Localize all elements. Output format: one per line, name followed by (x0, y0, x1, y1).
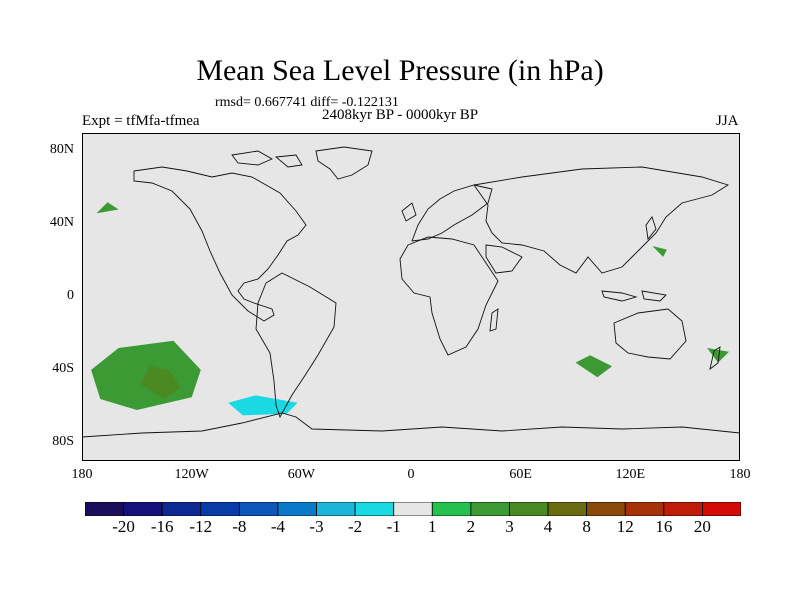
colorbar (85, 502, 741, 516)
brazil-negative (286, 293, 316, 327)
colorbar-label: -20 (112, 517, 135, 536)
rmsd-diff-stats: rmsd= 0.667741 diff= -0.122131 (215, 95, 399, 110)
colorbar-swatch (393, 502, 433, 516)
lon-tick-label: 180 (71, 467, 93, 482)
lat-tick-label: 80N (49, 142, 74, 158)
colorbar-swatch (85, 502, 124, 516)
lon-tick-label: 60W (287, 467, 315, 482)
anomaly-fields (82, 142, 740, 461)
mediterranean-negative (451, 216, 521, 246)
colorbar-label: -8 (232, 517, 247, 536)
colorbar-label: 3 (505, 517, 514, 536)
colorbar-label: 16 (655, 517, 673, 536)
north-pacific-positive (96, 202, 119, 214)
colorbar-swatch (161, 502, 202, 516)
colorbar-label: 8 (582, 517, 591, 536)
map-frame (82, 133, 740, 461)
colorbar-swatch (431, 502, 472, 516)
experiment-label: Expt = tfMfa-tfmea (82, 113, 200, 129)
colorbar-label: -2 (348, 517, 363, 536)
colorbar-swatch (509, 502, 549, 516)
colorbar-label: -12 (189, 517, 213, 536)
southern-africa-negative (443, 315, 485, 348)
colorbar-swatch (277, 502, 317, 516)
south-pacific-core (140, 366, 181, 399)
period-label: 2408kyr BP - 0000kyr BP (322, 107, 479, 123)
colorbar-swatch (238, 502, 279, 516)
colorbar-swatch (354, 502, 395, 516)
colorbar-label: 12 (616, 517, 634, 536)
tasman-positive (707, 348, 729, 363)
lon-tick-label: 120E (615, 467, 646, 482)
colorbar-label: -3 (309, 517, 324, 536)
lon-tick-label: 0 (407, 467, 415, 482)
colorbar-label: 4 (543, 517, 553, 536)
colorbar-swatch (547, 502, 588, 516)
colorbar-label: 20 (693, 517, 711, 536)
colorbar-swatch (200, 502, 240, 516)
colorbar-label: 1 (428, 517, 437, 536)
colorbar-swatch (663, 502, 703, 516)
colorbar-swatch (702, 502, 741, 516)
colorbar-swatch (470, 502, 510, 516)
lat-tick-label: 40S (52, 360, 74, 376)
season-label: JJA (716, 113, 739, 129)
lon-tick-label: 120W (174, 467, 209, 482)
lat-tick-label: 40N (49, 215, 74, 231)
colorbar-label: -4 (270, 517, 286, 536)
world-map (82, 133, 740, 461)
colorbar-label: -16 (150, 517, 174, 536)
coastlines (82, 146, 740, 438)
colorbar-swatch (316, 502, 356, 516)
colorbar-swatch (586, 502, 626, 516)
lat-tick-label: 0 (67, 288, 74, 303)
lon-tick-label: 60E (509, 467, 532, 482)
colorbar-swatch (123, 502, 163, 516)
south-indian-positive (575, 355, 613, 378)
amundsen-sea-core (228, 395, 298, 416)
west-pacific-positive (652, 246, 667, 257)
colorbar-label: 2 (466, 517, 476, 536)
north-atlantic-negative (250, 213, 276, 225)
colorbar-label: -1 (386, 517, 401, 536)
greenland-negative (310, 142, 371, 181)
lon-tick-label: 180 (729, 467, 751, 482)
colorbar-swatch (624, 502, 665, 516)
lat-tick-label: 80S (52, 433, 74, 449)
map-title: Mean Sea Level Pressure (in hPa) (196, 54, 604, 87)
